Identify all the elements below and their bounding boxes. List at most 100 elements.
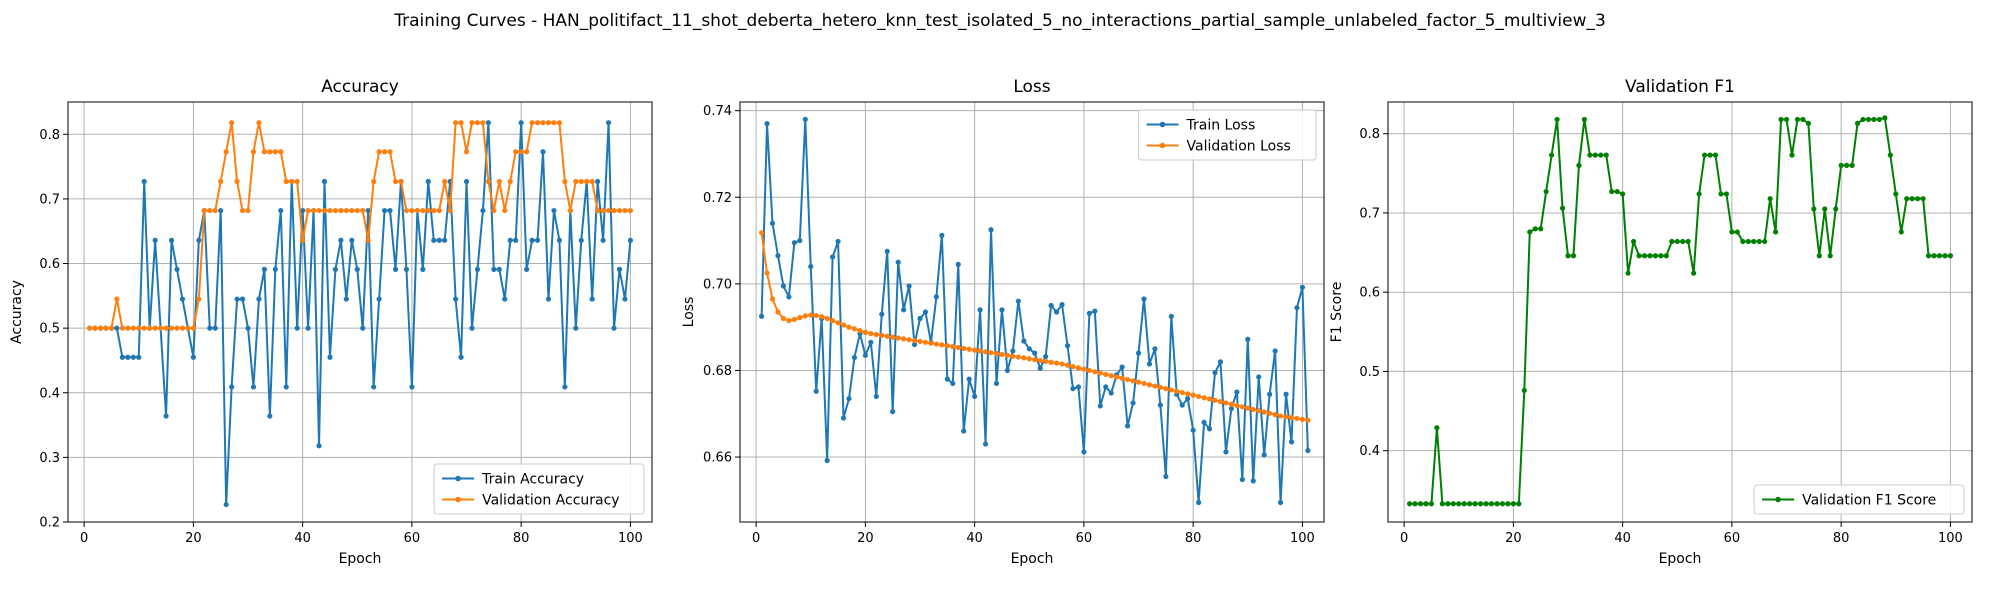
data-point <box>1532 226 1538 232</box>
data-point <box>398 178 404 185</box>
x-tick-label: 60 <box>1076 531 1093 546</box>
data-point <box>901 336 907 342</box>
data-point <box>1477 501 1484 507</box>
data-point <box>769 296 776 302</box>
data-point <box>1516 501 1522 507</box>
data-point <box>578 178 584 185</box>
data-point <box>485 178 491 185</box>
data-point <box>1103 371 1109 377</box>
data-point <box>1833 206 1839 212</box>
data-point <box>1037 365 1043 371</box>
data-point <box>540 120 546 126</box>
data-point <box>294 178 300 185</box>
data-point <box>988 227 994 233</box>
data-point <box>922 309 929 315</box>
data-point <box>300 207 306 214</box>
data-point <box>1272 412 1278 418</box>
data-point <box>1212 370 1218 376</box>
data-point <box>1920 196 1926 202</box>
data-point <box>1865 116 1872 123</box>
data-point <box>414 207 420 214</box>
subplot-title: Validation F1 <box>1625 77 1735 97</box>
data-point <box>917 338 923 345</box>
data-point <box>524 266 530 272</box>
data-point <box>305 207 311 214</box>
data-point <box>1185 391 1191 397</box>
y-tick-label: 0.72 <box>703 191 732 206</box>
data-point <box>420 266 426 272</box>
legend-swatch-marker <box>455 496 461 503</box>
data-point <box>114 325 120 331</box>
data-point <box>1756 238 1762 245</box>
data-point <box>316 207 322 214</box>
data-point <box>961 428 967 434</box>
data-point <box>1201 395 1207 401</box>
data-point <box>1592 152 1598 158</box>
data-point <box>239 207 246 214</box>
data-point <box>545 120 552 126</box>
data-point <box>840 415 847 421</box>
legend-swatch-marker <box>455 475 461 482</box>
data-point <box>1827 253 1833 259</box>
data-point <box>1130 400 1136 406</box>
data-point <box>1097 370 1103 376</box>
data-point <box>1778 116 1784 123</box>
data-point <box>1206 396 1213 402</box>
data-point <box>595 178 601 185</box>
y-tick-label: 0.8 <box>1359 127 1380 142</box>
subplot-loss: 0 20 40 60 80 100 0.66 0.68 0.70 0.72 0.74 Loss Epoc… <box>681 77 1325 567</box>
data-point <box>272 266 278 272</box>
data-point <box>1751 238 1757 245</box>
data-point <box>573 178 579 185</box>
data-point <box>589 296 595 302</box>
data-point <box>1081 449 1087 455</box>
data-point <box>1168 387 1174 393</box>
data-point <box>152 325 158 331</box>
data-point <box>1053 360 1060 366</box>
data-point <box>939 342 945 348</box>
data-point <box>207 207 213 214</box>
legend-label: Validation F1 Score <box>1802 493 1936 509</box>
data-point <box>1576 162 1582 168</box>
series-line <box>1409 116 1951 505</box>
data-point <box>349 207 355 214</box>
data-point <box>1603 152 1609 158</box>
data-point <box>234 178 240 185</box>
y-tick-label: 0.66 <box>703 451 732 466</box>
data-point <box>933 341 939 347</box>
data-point <box>1015 298 1021 304</box>
data-point <box>829 318 836 324</box>
data-point <box>1283 414 1289 420</box>
subplot-title: Accuracy <box>321 77 399 97</box>
data-point <box>966 346 972 352</box>
x-tick-label: 80 <box>1185 531 1202 546</box>
data-point <box>256 120 262 126</box>
data-point <box>1206 426 1213 432</box>
figure-suptitle: Training Curves - HAN_politifact_11_shot… <box>393 11 1606 31</box>
data-point <box>1004 367 1011 374</box>
data-point <box>857 328 863 334</box>
data-point <box>911 341 918 348</box>
data-point <box>1234 402 1240 409</box>
data-point <box>354 207 360 214</box>
data-point <box>1800 116 1806 123</box>
data-point <box>1614 188 1620 195</box>
data-point <box>1097 403 1103 409</box>
data-point <box>950 380 956 387</box>
series-line <box>89 121 631 330</box>
data-point <box>403 207 410 214</box>
data-point <box>114 296 120 302</box>
data-point <box>1445 501 1451 507</box>
data-point <box>469 325 475 331</box>
data-point <box>453 120 459 126</box>
data-point <box>1559 205 1566 211</box>
data-point <box>824 315 830 322</box>
data-point <box>436 207 442 214</box>
data-point <box>300 237 306 243</box>
data-point <box>1488 501 1495 507</box>
data-point <box>1299 416 1306 422</box>
data-point <box>1647 253 1653 259</box>
x-tick-label: 60 <box>1724 531 1741 546</box>
data-point <box>136 325 142 331</box>
data-point <box>873 331 879 338</box>
